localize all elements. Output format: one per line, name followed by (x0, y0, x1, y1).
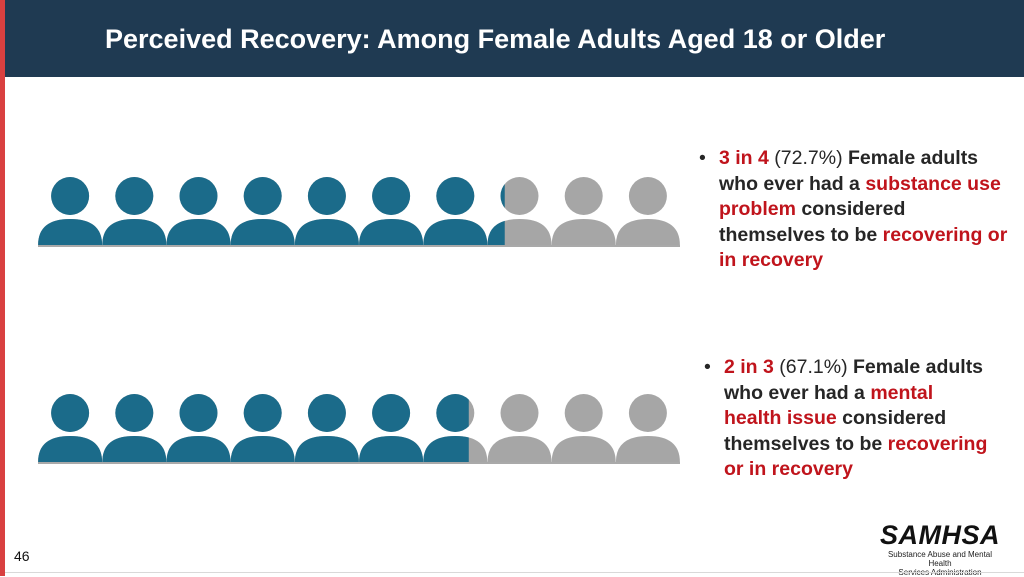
highlight-text: recovering or in recovery (724, 432, 988, 481)
samhsa-logo: SAMHSA Substance Abuse and Mental Health… (880, 520, 1000, 577)
body-text: Female adults who ever had a (719, 147, 979, 195)
percent-text: (72.7%) (774, 147, 843, 169)
person-icon (294, 177, 359, 245)
body-text: considered themselves to be (719, 198, 906, 246)
highlight-text: recovering or in recovery (719, 223, 1008, 272)
person-icon (38, 394, 103, 462)
person-icon (230, 394, 295, 462)
body-text: considered themselves to be (724, 407, 947, 455)
percent-text: (67.1%) (779, 356, 848, 378)
person-icon (102, 177, 167, 245)
person-icon (487, 184, 505, 245)
person-icon (102, 394, 167, 462)
ratio-text: 3 in 4 (719, 147, 769, 169)
slide-number: 46 (14, 548, 30, 564)
person-icon (38, 177, 103, 245)
person-icons-substance-use (38, 177, 680, 245)
highlight-text: substance use problem (719, 172, 1001, 221)
ratio-text: 2 in 3 (724, 356, 774, 378)
person-icon (230, 177, 295, 245)
person-icon (615, 177, 680, 245)
person-icons-mental-health (38, 394, 680, 462)
body-text: Female adults who ever had a (724, 356, 984, 404)
person-icon (423, 177, 488, 245)
person-icon (166, 177, 231, 245)
bullet-mental-health: • 2 in 3 (67.1%) Female adults who ever … (704, 355, 994, 483)
person-icon (359, 394, 424, 462)
person-icon (551, 394, 616, 462)
person-icon (359, 177, 424, 245)
person-icon (166, 394, 231, 462)
slide-title: Perceived Recovery: Among Female Adults … (105, 24, 886, 54)
logo-wordmark: SAMHSA (880, 520, 1001, 550)
person-icon (294, 394, 359, 462)
slide-header: Perceived Recovery: Among Female Adults … (5, 0, 1024, 77)
person-icon (487, 394, 552, 462)
pictograph-row-mental-health (38, 392, 680, 464)
footer-divider (5, 572, 1024, 573)
bullet-substance-use: • 3 in 4 (72.7%) Female adults who ever … (699, 146, 1009, 274)
pictograph-row-substance-use (38, 175, 680, 247)
left-accent-bar (0, 0, 5, 576)
person-icon (423, 394, 469, 462)
highlight-text: mental health issue (724, 381, 934, 430)
logo-tagline-line1: Substance Abuse and Mental Health (887, 550, 993, 568)
bullet-dot: • (699, 147, 706, 169)
bullet-dot: • (704, 356, 711, 378)
person-icon (615, 394, 680, 462)
person-icon (551, 177, 616, 245)
